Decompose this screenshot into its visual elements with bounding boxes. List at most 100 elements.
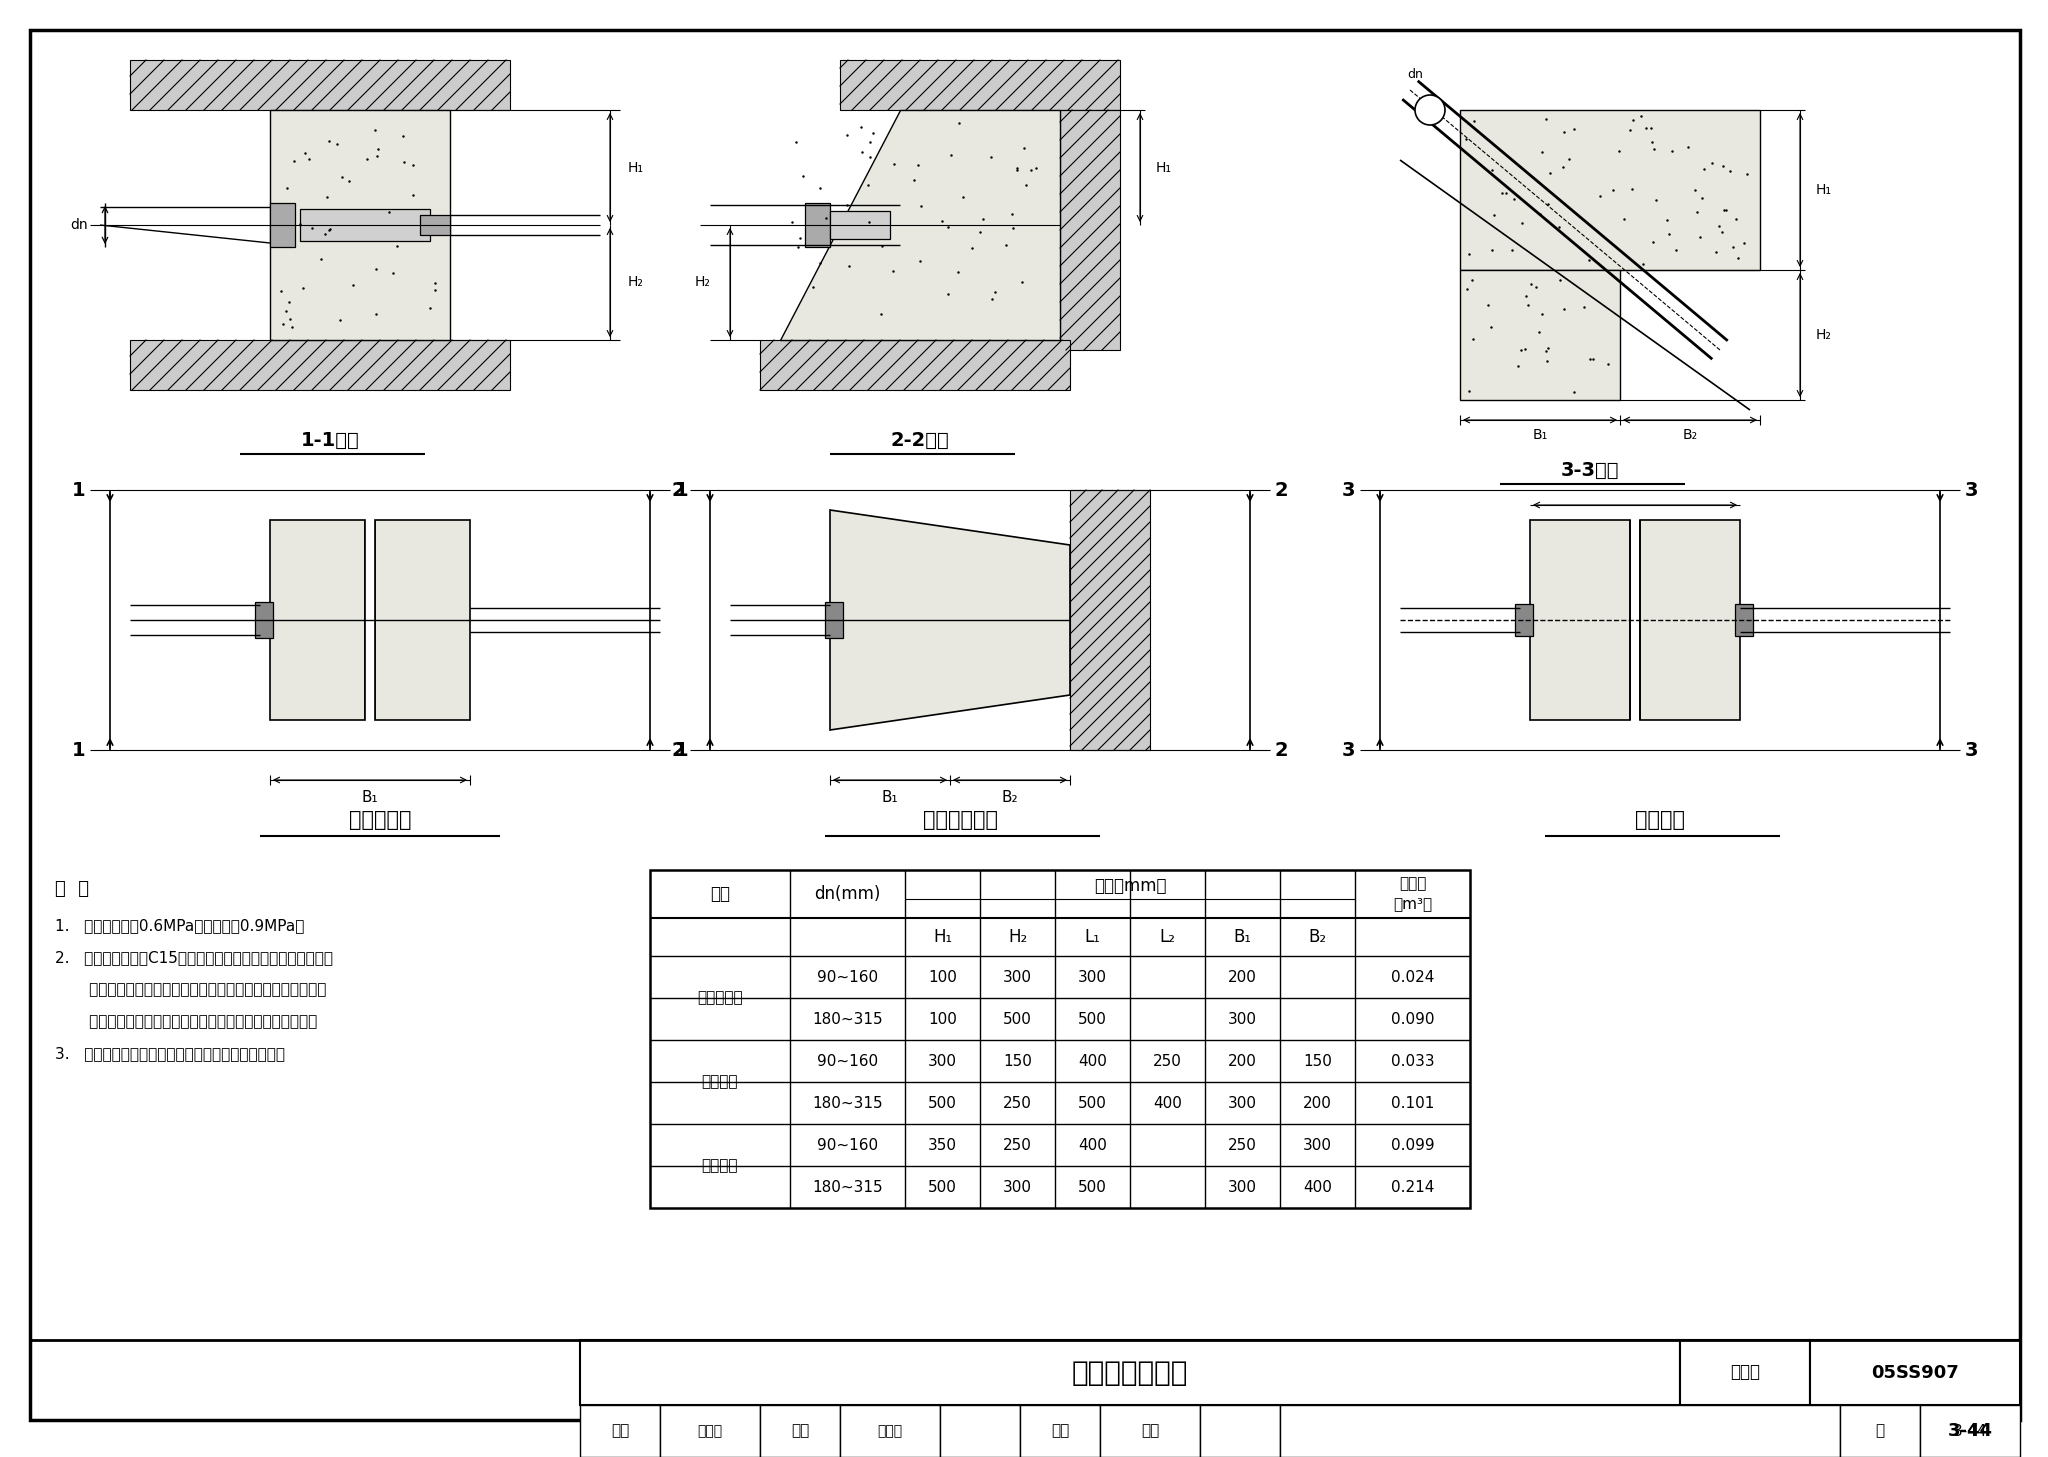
Bar: [375, 520, 469, 720]
Text: 500: 500: [1077, 1180, 1106, 1195]
Text: L₂: L₂: [1159, 928, 1176, 946]
Bar: [299, 208, 430, 240]
Text: 1: 1: [72, 481, 86, 500]
Text: B₁: B₁: [1532, 428, 1548, 441]
Bar: [805, 203, 829, 248]
Text: 3: 3: [1341, 740, 1356, 759]
Text: 3.   本图根据河北宝硕管材有限公司提供的资料编制。: 3. 本图根据河北宝硕管材有限公司提供的资料编制。: [55, 1046, 285, 1061]
Bar: [760, 339, 1069, 390]
Text: 3-3剖面: 3-3剖面: [1561, 460, 1620, 479]
Text: 砼用量: 砼用量: [1399, 877, 1425, 892]
Text: dn: dn: [1407, 68, 1423, 82]
Text: 1.   管道工作压力0.6MPa，试验压力0.9MPa。: 1. 管道工作压力0.6MPa，试验压力0.9MPa。: [55, 918, 305, 932]
Text: 200: 200: [1229, 969, 1257, 985]
Bar: [1280, 1405, 1839, 1457]
Text: 管堵支墩: 管堵支墩: [702, 1074, 737, 1090]
Text: 300: 300: [1229, 1180, 1257, 1195]
Text: 180~315: 180~315: [813, 1180, 883, 1195]
Polygon shape: [780, 109, 1061, 339]
Text: 150: 150: [1004, 1053, 1032, 1068]
Text: 250: 250: [1004, 1138, 1032, 1152]
Bar: [840, 1405, 940, 1457]
Text: 防滑支墩: 防滑支墩: [702, 1158, 737, 1173]
Text: 3-44: 3-44: [1948, 1422, 1993, 1440]
Text: 异径管支墩: 异径管支墩: [696, 991, 743, 1005]
Bar: [659, 1405, 760, 1457]
Bar: [270, 109, 451, 339]
Text: 300: 300: [928, 1053, 956, 1068]
Text: 300: 300: [1229, 1011, 1257, 1027]
Text: B₂: B₂: [1001, 791, 1018, 806]
Text: 槽坎上。异径管支墩应浇筑在异径管上，管堵支墩应浇筑在: 槽坎上。异径管支墩应浇筑在异径管上，管堵支墩应浇筑在: [55, 982, 326, 997]
Text: 400: 400: [1303, 1180, 1331, 1195]
Bar: [270, 203, 295, 248]
Text: 尺寸（mm）: 尺寸（mm）: [1094, 877, 1165, 895]
Text: 2.   支墩砼不宜低于C15级，应现场浇筑在开挖的原状土地基和: 2. 支墩砼不宜低于C15级，应现场浇筑在开挖的原状土地基和: [55, 950, 334, 965]
Text: 350: 350: [928, 1138, 956, 1152]
Text: 400: 400: [1077, 1053, 1106, 1068]
Text: 90~160: 90~160: [817, 1138, 879, 1152]
Bar: [1020, 1405, 1100, 1457]
Text: 300: 300: [1229, 1096, 1257, 1110]
Bar: [840, 60, 1120, 109]
Text: 250: 250: [1153, 1053, 1182, 1068]
Text: 校对: 校对: [791, 1423, 809, 1438]
Text: 同利国: 同利国: [877, 1423, 903, 1438]
Bar: [1460, 109, 1759, 270]
Text: H₂: H₂: [694, 275, 711, 290]
Bar: [580, 1405, 659, 1457]
Text: 300: 300: [1004, 1180, 1032, 1195]
Text: B₂: B₂: [1309, 928, 1327, 946]
Text: B₁: B₁: [362, 791, 379, 806]
Text: 400: 400: [1153, 1096, 1182, 1110]
Text: 0.099: 0.099: [1391, 1138, 1434, 1152]
Text: 0.090: 0.090: [1391, 1011, 1434, 1027]
Bar: [1839, 1405, 1921, 1457]
Text: 2: 2: [672, 481, 684, 500]
Bar: [270, 520, 365, 720]
Text: 1: 1: [676, 481, 688, 500]
Text: 05SS907: 05SS907: [1872, 1364, 1958, 1381]
Text: 说  明: 说 明: [55, 880, 88, 898]
Text: 100: 100: [928, 1011, 956, 1027]
Text: 500: 500: [1004, 1011, 1032, 1027]
Text: 3-44: 3-44: [1952, 1423, 1987, 1438]
Bar: [365, 520, 375, 720]
Text: H₁: H₁: [1817, 184, 1833, 197]
Text: 300: 300: [1303, 1138, 1331, 1152]
Text: 300: 300: [1077, 969, 1108, 985]
Text: 黄波: 黄波: [1141, 1423, 1159, 1438]
Text: 2-2剖面: 2-2剖面: [891, 430, 950, 450]
Text: 管道支墩（五）: 管道支墩（五）: [1071, 1358, 1188, 1387]
Text: 250: 250: [1004, 1096, 1032, 1110]
Text: 500: 500: [928, 1180, 956, 1195]
Bar: [129, 60, 510, 109]
Bar: [129, 339, 510, 390]
Text: 水平管堵支墩: 水平管堵支墩: [922, 810, 997, 830]
Bar: [420, 216, 451, 235]
Bar: [1530, 520, 1630, 720]
Text: 审核: 审核: [610, 1423, 629, 1438]
Text: H₂: H₂: [1817, 328, 1831, 342]
Bar: [1735, 605, 1753, 637]
Text: 400: 400: [1077, 1138, 1106, 1152]
Text: 1: 1: [72, 740, 86, 759]
Text: B₂: B₂: [1683, 428, 1698, 441]
Bar: [1061, 109, 1120, 350]
Text: 500: 500: [1077, 1096, 1106, 1110]
Text: dn(mm): dn(mm): [815, 884, 881, 903]
Bar: [760, 1405, 840, 1457]
Text: 设计: 设计: [1051, 1423, 1069, 1438]
Polygon shape: [829, 510, 1069, 730]
Text: H₁: H₁: [629, 160, 643, 175]
Bar: [580, 1340, 1679, 1405]
Text: 180~315: 180~315: [813, 1096, 883, 1110]
Text: 250: 250: [1229, 1138, 1257, 1152]
Bar: [825, 602, 844, 638]
Bar: [1100, 1405, 1200, 1457]
Bar: [940, 1405, 1020, 1457]
Circle shape: [1415, 95, 1446, 125]
Text: 2: 2: [1276, 481, 1288, 500]
Text: B₁: B₁: [1233, 928, 1251, 946]
Text: 防滑支墩: 防滑支墩: [1634, 810, 1686, 830]
